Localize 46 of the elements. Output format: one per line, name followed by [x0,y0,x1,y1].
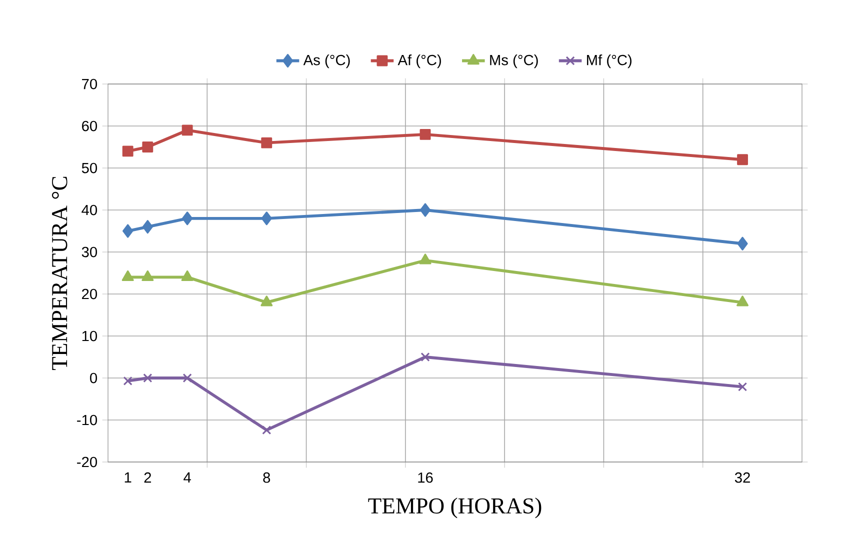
point [122,224,134,238]
x-tick-label: 8 [263,472,270,483]
legend-label: Af (°C) [398,54,441,68]
point [261,212,272,226]
x-tick-label: 1 [124,472,132,482]
y-tick-label: 50 [82,162,98,174]
point [142,270,154,282]
y-tick-label: 70 [82,78,98,90]
y-tick-label: 0 [90,372,98,384]
point [182,373,192,383]
y-tick-label: 10 [82,330,98,342]
x-tick-label: 2 [144,472,152,483]
point [262,426,272,435]
y-tick-label: 60 [82,120,98,132]
point [736,296,749,306]
point [182,124,193,136]
x-tick-label: 4 [184,472,191,482]
y-tick-label: 20 [82,288,98,300]
y-tick-label: -20 [77,456,98,468]
y-axis-title: TEMPERATURA °C [52,176,68,370]
point [143,373,152,383]
point [261,137,272,148]
point [419,254,432,264]
point [142,142,154,152]
point [420,128,431,140]
x-tick-label: 32 [734,472,750,483]
legend-label: As (°C) [303,54,350,68]
point [123,376,132,386]
point [182,212,193,226]
y-tick-label: 40 [82,204,98,216]
legend-label: Ms (°C) [490,54,538,68]
x-tick-label: 16 [418,472,433,483]
point [738,382,748,392]
point [122,270,134,282]
point [260,296,273,306]
point [737,236,748,250]
legend-label: Mf (°C) [587,54,632,68]
x-axis-title: TEMPO (HORAS) [368,498,542,518]
point [142,220,153,234]
y-tick-label: -10 [77,414,98,426]
point [181,270,194,282]
point [737,154,748,166]
point [420,203,431,217]
y-tick-label: 30 [82,246,98,258]
point [122,146,134,157]
point [420,352,430,362]
